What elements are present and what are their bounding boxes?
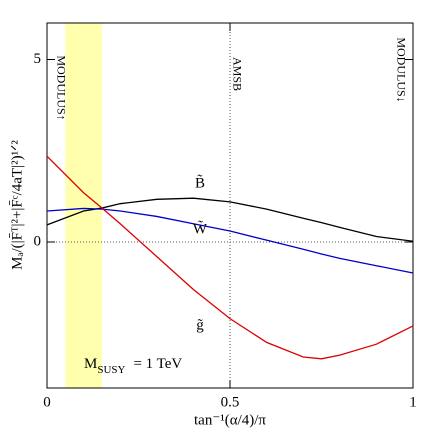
series-line bbox=[46, 207, 414, 274]
note: MSUSY = 1 TeV bbox=[84, 356, 182, 375]
note-text: = 1 TeV bbox=[133, 356, 182, 372]
series-label: B̃ bbox=[195, 174, 205, 191]
x-tick-label: 0 bbox=[43, 394, 51, 410]
x-tick-label: 0.5 bbox=[221, 394, 240, 410]
x-tick-label: 1 bbox=[409, 394, 417, 410]
band bbox=[65, 23, 102, 388]
y-tick-label: 0 bbox=[34, 233, 42, 249]
x-axis-label: tan⁻¹(α/4)/π bbox=[194, 412, 266, 428]
annotation: MODULUS↓ bbox=[394, 37, 408, 102]
y-tick-label: 5 bbox=[34, 51, 42, 67]
y-axis-label: Mₐ/(|F̄ᵀ|²+|F̄ᶜ/4aT|²)¹ᐟ² bbox=[9, 140, 25, 270]
series-line bbox=[46, 155, 414, 360]
series-label: W̃ bbox=[193, 221, 208, 238]
annotation: MODULUS↑ bbox=[54, 55, 68, 120]
series-label: g̃ bbox=[196, 317, 204, 333]
note-subscript: SUSY bbox=[97, 364, 125, 376]
note-symbol: M bbox=[84, 356, 97, 372]
annotation: AMSB bbox=[230, 57, 244, 91]
